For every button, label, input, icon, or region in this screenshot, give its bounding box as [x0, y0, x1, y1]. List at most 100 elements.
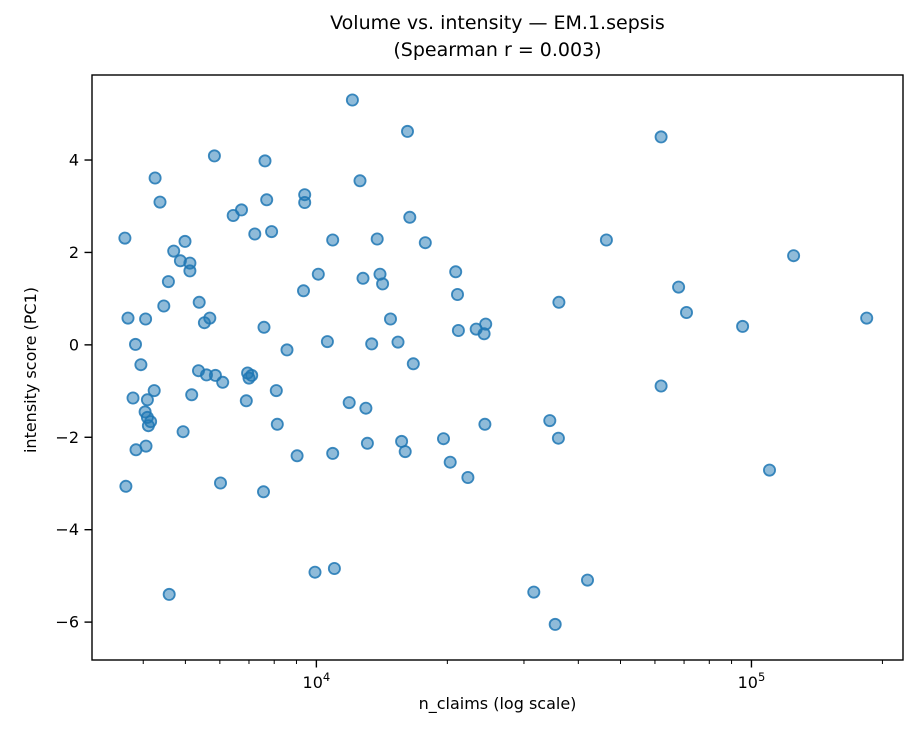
x-axis-label: n_claims (log scale) — [418, 694, 577, 713]
data-point — [242, 371, 256, 385]
data-point — [178, 234, 192, 248]
data-point — [216, 375, 230, 389]
data-point — [551, 431, 565, 445]
y-tick-label: 4 — [69, 151, 79, 170]
data-point — [141, 419, 155, 433]
data-point — [298, 195, 312, 209]
data-point — [450, 287, 464, 301]
data-point — [370, 232, 384, 246]
data-point — [161, 275, 175, 289]
data-point — [527, 585, 541, 599]
data-point — [121, 311, 135, 325]
data-point — [157, 299, 171, 313]
data-point — [311, 267, 325, 281]
data-point — [398, 445, 412, 459]
data-point — [345, 93, 359, 107]
data-point — [451, 323, 465, 337]
x-tick-label: 105 — [738, 670, 766, 692]
chart-title: Volume vs. intensity — EM.1.sepsis (Spea… — [92, 10, 903, 64]
data-point — [270, 417, 284, 431]
data-point — [543, 414, 557, 428]
data-point — [176, 425, 190, 439]
data-point — [153, 195, 167, 209]
data-point — [548, 617, 562, 631]
data-point — [147, 384, 161, 398]
data-point — [342, 396, 356, 410]
data-point — [265, 225, 279, 239]
data-point — [140, 393, 154, 407]
data-point — [207, 149, 221, 163]
data-point — [326, 233, 340, 247]
y-tick-label: 0 — [69, 335, 79, 354]
data-point — [260, 193, 274, 207]
data-point — [400, 124, 414, 138]
data-point — [257, 320, 271, 334]
data-point — [680, 305, 694, 319]
data-point — [581, 573, 595, 587]
data-point — [148, 171, 162, 185]
data-point — [436, 432, 450, 446]
chart-title-line2: (Spearman r = 0.003) — [393, 39, 602, 61]
data-point — [118, 231, 132, 245]
data-point — [258, 154, 272, 168]
data-point — [327, 562, 341, 576]
data-point — [365, 337, 379, 351]
data-point — [477, 327, 491, 341]
data-point — [599, 233, 613, 247]
data-point — [736, 319, 750, 333]
data-point — [478, 417, 492, 431]
data-point — [308, 565, 322, 579]
data-point — [226, 208, 240, 222]
data-point — [269, 384, 283, 398]
data-point — [139, 439, 153, 453]
data-point — [126, 391, 140, 405]
data-point — [552, 295, 566, 309]
y-tick-label: −2 — [55, 428, 79, 447]
data-point — [296, 284, 310, 298]
data-point — [280, 343, 294, 357]
data-point — [139, 312, 153, 326]
y-tick-label: −6 — [55, 613, 79, 632]
data-point — [443, 455, 457, 469]
data-point — [119, 479, 133, 493]
data-point — [248, 227, 262, 241]
data-point — [326, 446, 340, 460]
data-point — [860, 311, 874, 325]
data-point — [356, 271, 370, 285]
data-point — [376, 277, 390, 291]
data-point — [192, 295, 206, 309]
data-point — [183, 264, 197, 278]
data-point — [360, 436, 374, 450]
data-point — [449, 265, 463, 279]
data-point — [128, 337, 142, 351]
data-point — [383, 312, 397, 326]
data-point — [320, 335, 334, 349]
chart-title-line1: Volume vs. intensity — EM.1.sepsis — [330, 12, 665, 34]
data-point — [256, 485, 270, 499]
data-point — [134, 358, 148, 372]
data-point — [403, 210, 417, 224]
data-point — [359, 401, 373, 415]
plot-spines — [91, 74, 904, 661]
y-tick-label: 2 — [69, 243, 79, 262]
y-tick-label: −4 — [55, 520, 79, 539]
data-point — [763, 463, 777, 477]
data-point — [290, 449, 304, 463]
data-point — [391, 335, 405, 349]
data-point — [213, 476, 227, 490]
data-point — [654, 130, 668, 144]
y-axis-label: intensity score (PC1) — [21, 287, 40, 454]
data-point — [461, 470, 475, 484]
data-point — [162, 587, 176, 601]
data-point — [787, 249, 801, 263]
data-point — [203, 311, 217, 325]
x-tick-label: 104 — [303, 670, 331, 692]
data-point — [167, 244, 181, 258]
data-point — [185, 388, 199, 402]
data-point — [406, 357, 420, 371]
data-point — [353, 174, 367, 188]
data-point — [654, 379, 668, 393]
data-point — [239, 394, 253, 408]
